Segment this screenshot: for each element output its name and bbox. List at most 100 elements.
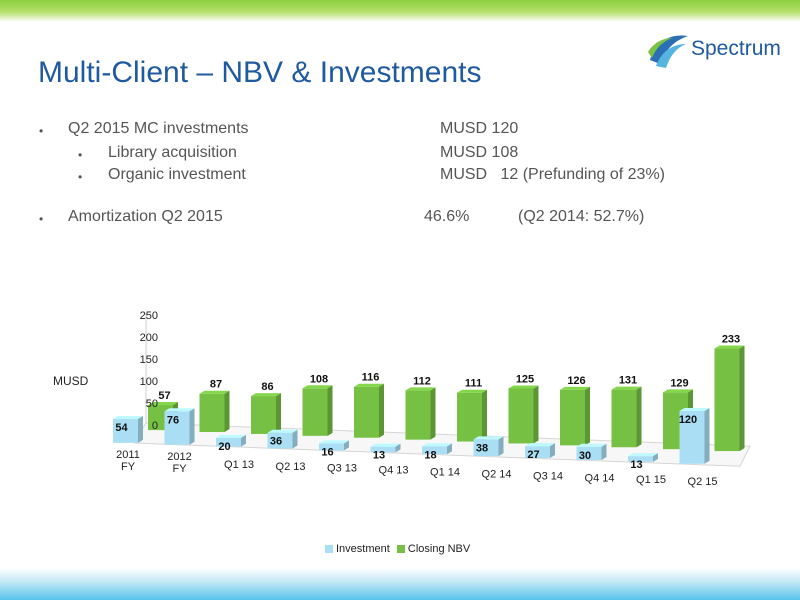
bar-side xyxy=(585,386,590,446)
data-label: 116 xyxy=(362,372,380,384)
bar-side xyxy=(276,393,281,434)
data-label: 86 xyxy=(261,381,273,393)
bar-side xyxy=(241,434,246,447)
x-tick-label: Q1 13 xyxy=(224,459,254,471)
bar-top xyxy=(560,386,590,390)
bar-top xyxy=(457,389,487,393)
legend-label-investment: Investment xyxy=(336,543,390,555)
data-label: 126 xyxy=(567,375,585,387)
bullet-value: 46.6% xyxy=(424,208,470,225)
bullet-label: Q2 2015 MC investments xyxy=(68,120,249,137)
bar-side xyxy=(344,440,349,451)
x-tick-label: Q4 13 xyxy=(379,465,409,477)
data-label: 87 xyxy=(210,379,222,391)
bar xyxy=(251,396,276,434)
bullet-value: MUSD 108 xyxy=(440,144,519,161)
sub-bullet-marker: • xyxy=(78,148,83,162)
bar-top xyxy=(267,429,298,433)
bar xyxy=(508,388,534,444)
x-tick-label: Q4 14 xyxy=(585,472,615,484)
bar xyxy=(370,446,396,453)
data-label: 233 xyxy=(722,334,740,346)
bar xyxy=(473,439,499,457)
bar-side xyxy=(704,407,710,464)
data-label: 108 xyxy=(310,373,328,385)
chart-bars xyxy=(113,345,745,464)
bar-side xyxy=(447,443,452,455)
bar-side xyxy=(327,385,333,436)
bar xyxy=(714,348,740,452)
bar-top xyxy=(473,436,504,440)
bar-top xyxy=(422,443,452,447)
bar-top xyxy=(628,453,658,457)
bar-side xyxy=(224,390,230,433)
page-title: Multi-Client – NBV & Investments xyxy=(38,56,482,89)
x-tick-label: 2011 FY xyxy=(116,449,140,473)
bar-top xyxy=(508,385,539,389)
bar-side xyxy=(739,345,745,452)
bullet-list: • Q2 2015 MC investments MUSD 120 • Libr… xyxy=(0,0,800,240)
x-tick-label: 2012 FY xyxy=(167,451,191,475)
bar-side xyxy=(189,408,195,445)
bar-side xyxy=(498,436,504,457)
bar xyxy=(457,392,482,442)
data-label: 54 xyxy=(115,422,128,434)
bar-side xyxy=(482,389,487,442)
data-label: 27 xyxy=(527,449,539,461)
bar-top xyxy=(216,434,246,438)
bullet-value: MUSD 120 xyxy=(440,120,519,137)
legend-swatch-closing-nbv xyxy=(396,545,405,553)
bar xyxy=(354,386,379,438)
data-label: 131 xyxy=(619,375,637,387)
bullet-label: Organic investment xyxy=(108,166,246,183)
x-tick-label: Q1 15 xyxy=(636,474,666,486)
bar xyxy=(422,446,447,455)
x-tick-label: Q2 15 xyxy=(688,476,718,488)
spectrum-logo: Spectrum xyxy=(646,30,786,70)
bullet-value: MUSD 12 (Prefunding of 23%) xyxy=(440,166,665,183)
legend-label-closing-nbv: Closing NBV xyxy=(407,543,471,555)
data-label: 30 xyxy=(579,450,591,462)
data-label: 57 xyxy=(158,390,170,402)
bar-side xyxy=(653,453,658,462)
y-tick-label: 50 xyxy=(146,398,158,410)
bar-top xyxy=(663,389,693,393)
bar-top xyxy=(525,443,555,447)
bar-side xyxy=(138,416,143,443)
bullet-marker: • xyxy=(39,124,44,138)
bar xyxy=(611,389,637,448)
bar xyxy=(560,389,585,446)
bar-top xyxy=(714,345,745,349)
top-decorative-band xyxy=(0,0,800,22)
bar xyxy=(319,443,344,451)
bottom-decorative-band xyxy=(0,568,800,600)
nbv-investment-bar-chart: 0 50 100 150 200 250 MUSD 54 57 2011 FY 76 87 2012 FY 2… xyxy=(53,310,751,488)
x-tick-label: Q2 13 xyxy=(276,461,306,473)
bar xyxy=(405,390,431,440)
bar-top xyxy=(405,387,436,391)
bar xyxy=(199,393,225,433)
sub-bullet-marker: • xyxy=(78,170,83,184)
data-label: 112 xyxy=(413,375,431,387)
y-tick-label: 0 xyxy=(152,420,158,432)
bar-top xyxy=(199,390,230,394)
x-tick-label: Q3 14 xyxy=(533,470,563,482)
bar-side xyxy=(550,443,555,459)
bar xyxy=(113,419,138,443)
bar-top xyxy=(576,443,607,447)
y-tick-label: 200 xyxy=(140,332,158,344)
bar xyxy=(679,410,705,464)
data-label: 76 xyxy=(167,414,179,426)
x-tick-label: Q2 14 xyxy=(482,468,512,480)
bar-side xyxy=(430,387,436,440)
bar-side xyxy=(379,383,384,438)
legend-swatch-investment xyxy=(325,545,333,553)
data-label: 111 xyxy=(465,378,482,390)
bar-top xyxy=(354,383,384,387)
bar xyxy=(628,456,653,462)
y-tick-label: 150 xyxy=(140,354,158,366)
y-tick-label: 250 xyxy=(140,310,158,322)
data-label: 36 xyxy=(270,436,282,448)
data-label: 125 xyxy=(516,373,534,385)
bullet-marker: • xyxy=(39,212,44,226)
